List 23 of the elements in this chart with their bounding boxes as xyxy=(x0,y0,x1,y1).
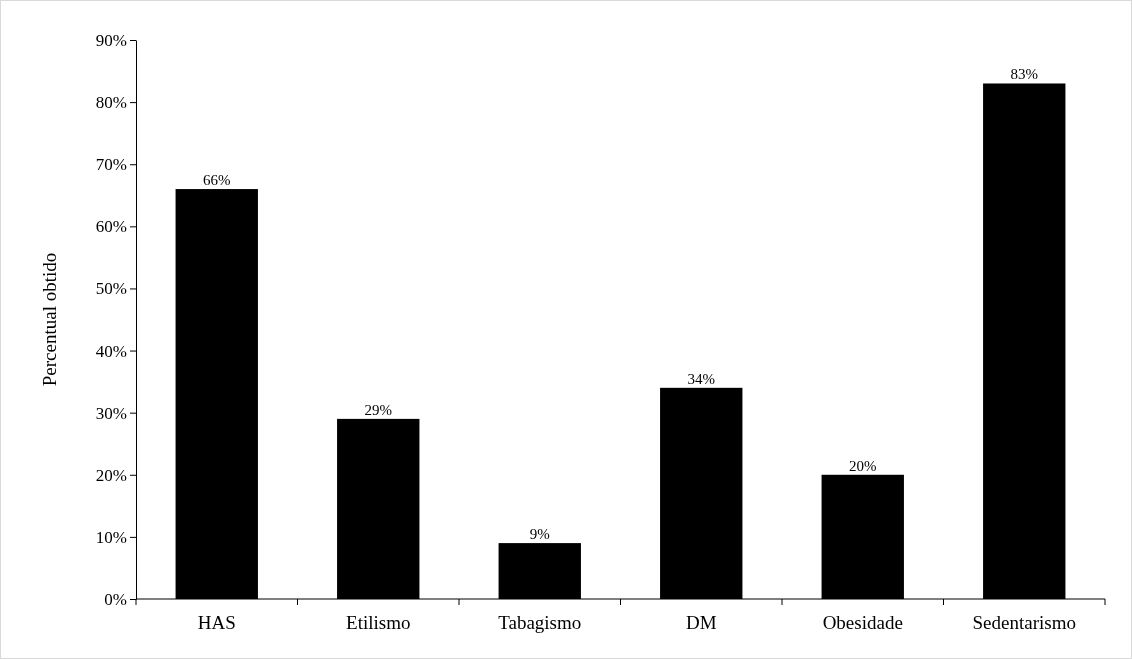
x-tick-label: Etilismo xyxy=(346,612,411,633)
y-tick-label: 70% xyxy=(95,155,127,175)
y-tick-label: 50% xyxy=(95,279,127,299)
y-tick-label: 60% xyxy=(95,217,127,237)
y-tick-label: 20% xyxy=(95,465,127,485)
y-tick-label: 30% xyxy=(95,403,127,423)
y-tick-label: 10% xyxy=(95,527,127,547)
x-tick-label: Tabagismo xyxy=(498,612,582,633)
y-tick-label: 90% xyxy=(95,30,127,50)
y-tick-label: 80% xyxy=(95,93,127,113)
x-tick-label: Sedentarismo xyxy=(972,612,1076,633)
data-label: 9% xyxy=(529,526,550,543)
data-label: 66% xyxy=(203,172,231,189)
data-label: 83% xyxy=(1010,66,1038,83)
x-tick-label: Obesidade xyxy=(822,612,903,633)
y-tick-label: 40% xyxy=(95,341,127,361)
data-label: 34% xyxy=(687,370,715,387)
x-tick-label: DM xyxy=(685,612,717,633)
x-tick-label: HAS xyxy=(197,612,236,633)
data-label: 29% xyxy=(364,401,392,418)
data-label: 20% xyxy=(849,457,877,474)
y-axis-title: Percentual obtido xyxy=(39,252,60,387)
y-tick-label: 0% xyxy=(104,589,127,609)
